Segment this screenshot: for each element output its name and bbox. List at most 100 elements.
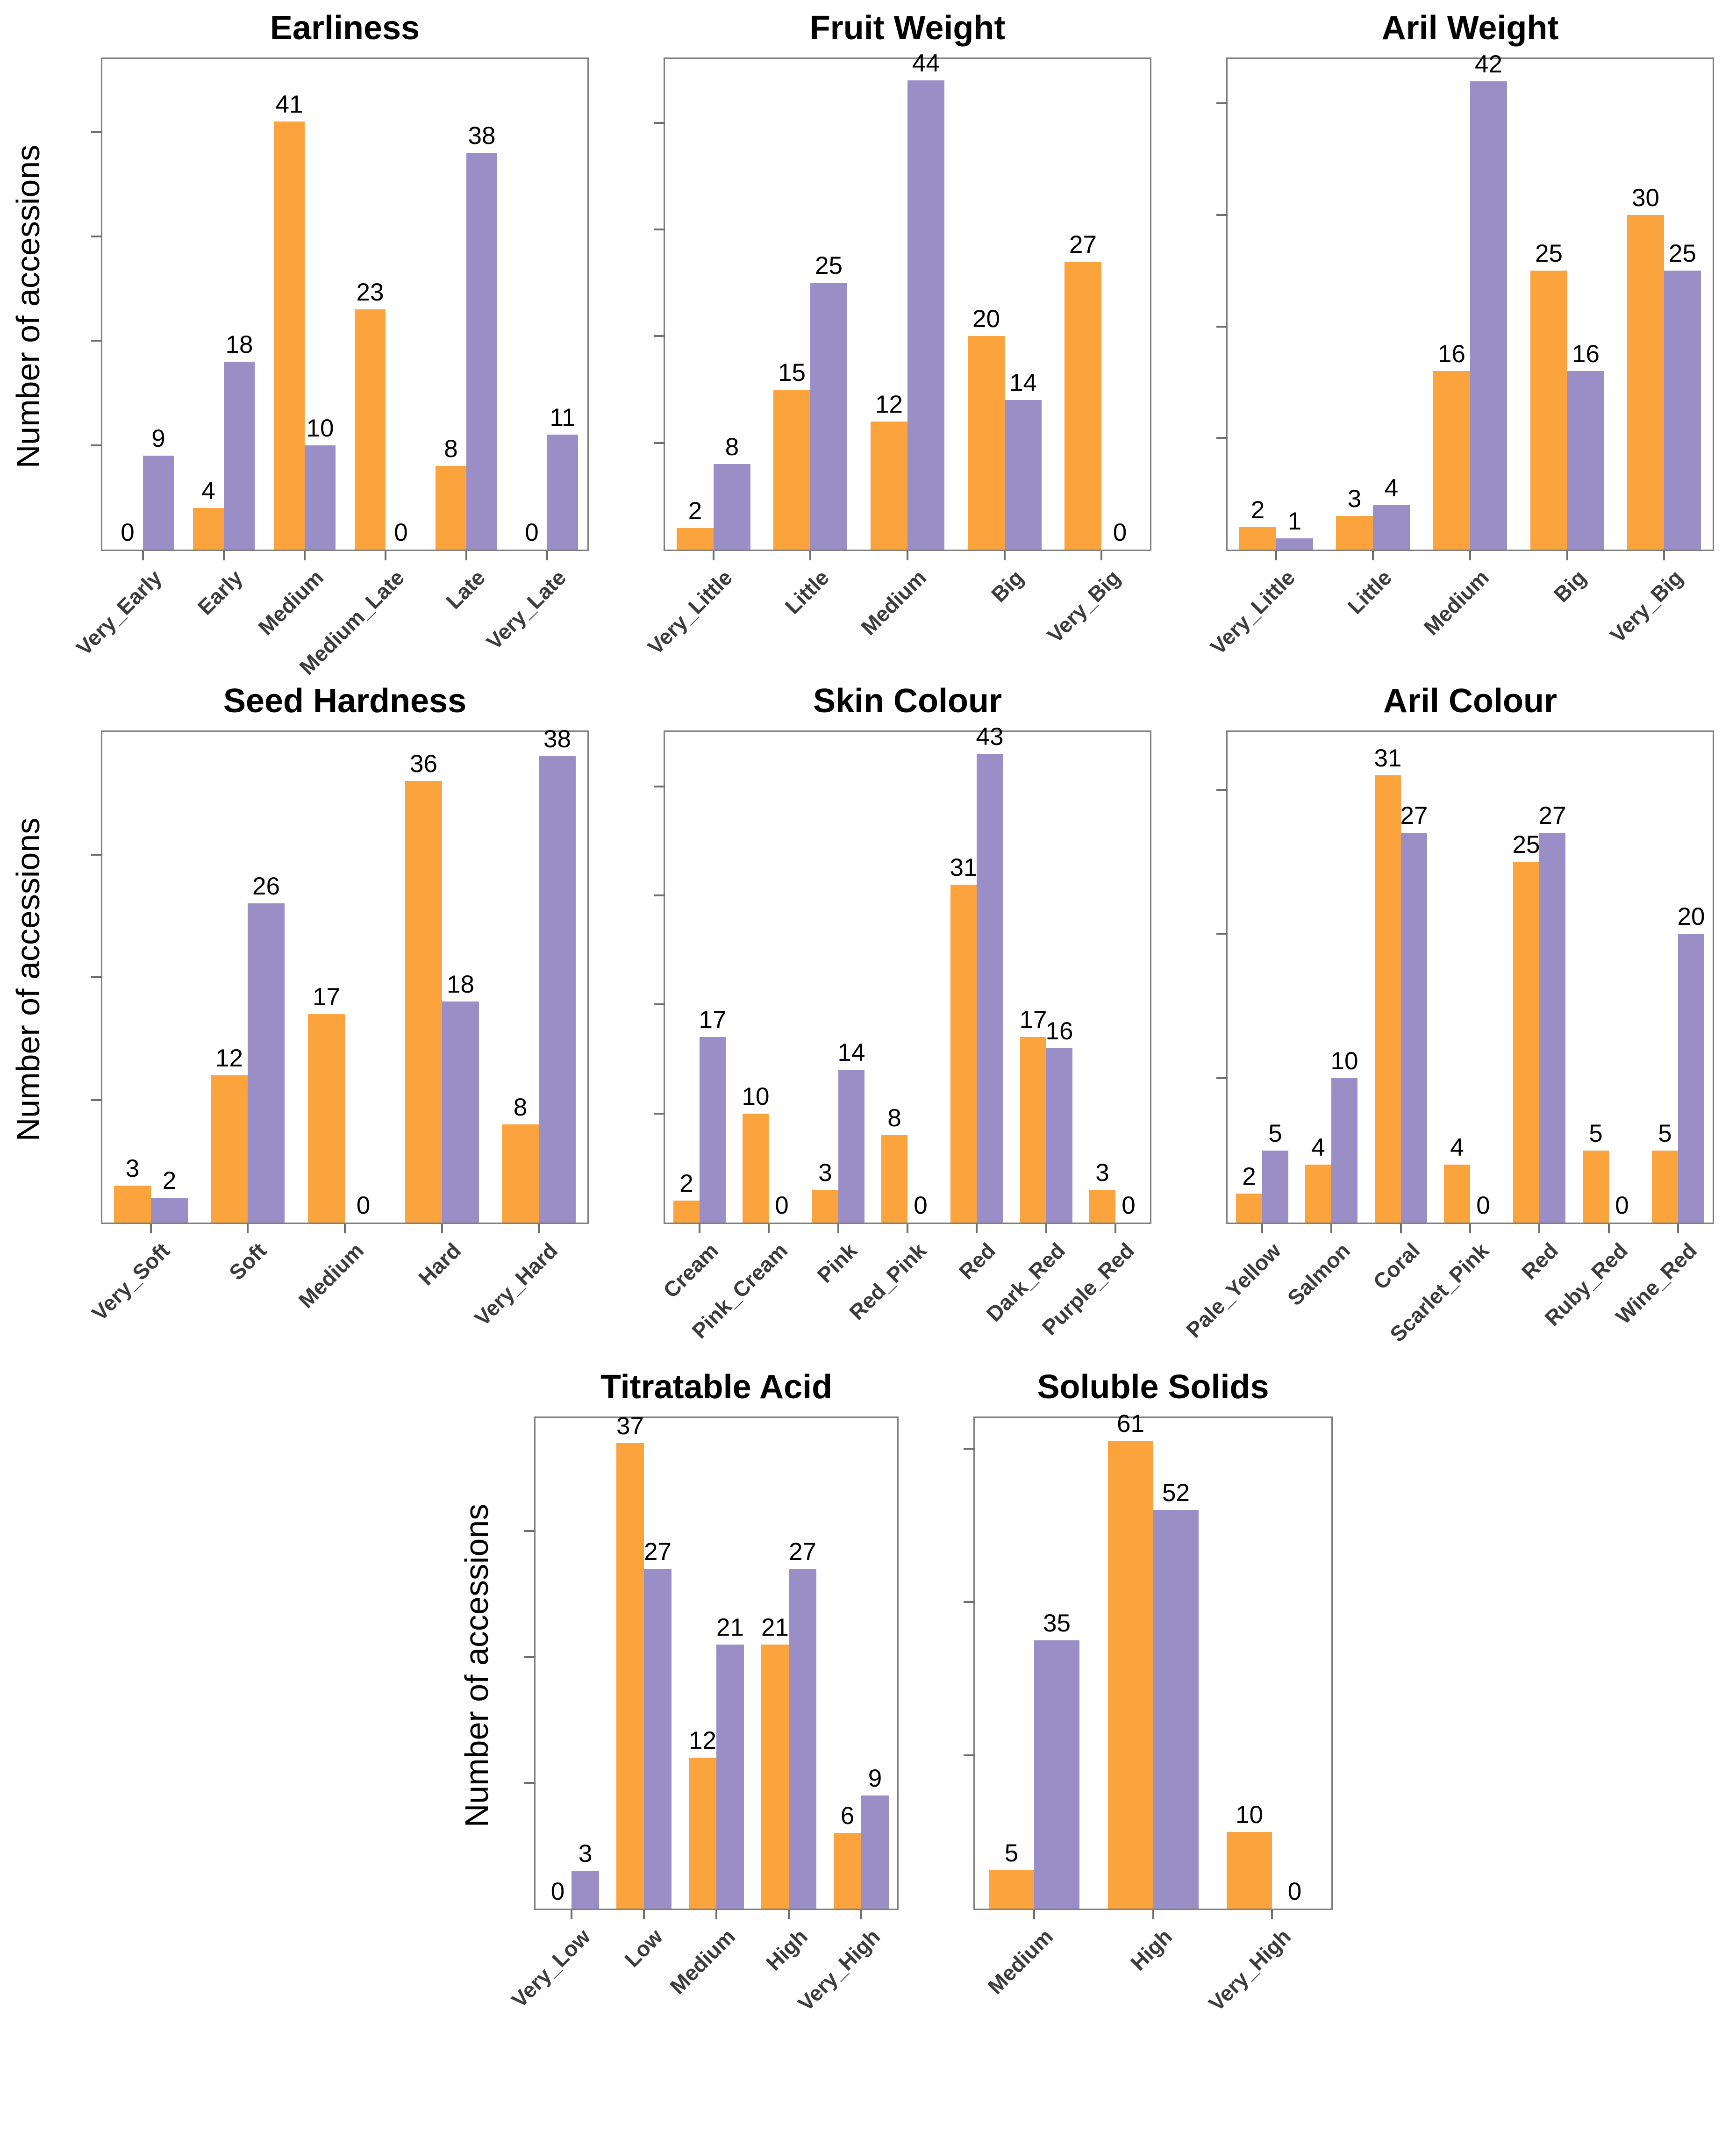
x-tick (150, 1224, 152, 1233)
bar-purple (838, 1070, 864, 1223)
bar-orange (193, 508, 224, 550)
x-tick (1275, 551, 1277, 560)
y-tick (654, 335, 665, 337)
x-tick (1114, 1224, 1116, 1233)
chart-title: Fruit Weight (810, 9, 1006, 47)
y-tick (524, 1656, 536, 1658)
x-tick (1663, 551, 1665, 560)
bar-orange (1236, 1194, 1262, 1223)
bar-purple (539, 756, 576, 1223)
x-tick (1400, 1224, 1402, 1233)
bar-orange (673, 1201, 700, 1223)
x-tick (907, 1224, 908, 1233)
y-tick (1216, 1077, 1228, 1079)
bar-value-label: 14 (967, 371, 1079, 395)
bar-orange (211, 1075, 248, 1223)
chart-title: Soluble Solids (1037, 1368, 1269, 1406)
x-tick (1677, 1224, 1679, 1233)
x-tick-label: High (955, 1924, 1176, 2146)
bar-value-label: 16 (1003, 1019, 1115, 1044)
chart-title: Aril Colour (1383, 682, 1557, 720)
bar-orange (761, 1645, 789, 1909)
bar-purple (789, 1569, 816, 1909)
y-tick (1216, 214, 1228, 216)
x-tick (768, 1224, 770, 1233)
bar-value-label: 4 (1336, 476, 1448, 501)
chart-title: Skin Colour (813, 682, 1002, 720)
x-tick (860, 1910, 862, 1919)
bar-orange (950, 885, 977, 1223)
bar-value-label: 25 (1470, 832, 1582, 857)
y-axis-label-row2: Number of accessions (9, 722, 47, 1237)
y-tick (524, 1782, 536, 1784)
x-tick (1271, 1910, 1273, 1919)
bar-value-label: 25 (1627, 241, 1736, 266)
bar-value-label: 4 (1262, 1135, 1374, 1160)
x-tick (713, 551, 714, 560)
y-tick (964, 1448, 975, 1450)
bar-value-label: 9 (819, 1766, 931, 1791)
bar-value-label: 36 (368, 751, 480, 776)
x-tick (223, 551, 225, 560)
figure-canvas: { "figure": { "ylabel": "Number of acces… (0, 0, 1736, 2019)
bar-value-label: 20 (930, 307, 1043, 331)
bar-value-label: 27 (1358, 803, 1470, 828)
bar-orange (1652, 1151, 1678, 1223)
bar-purple (1046, 1048, 1072, 1223)
bar-orange (616, 1443, 644, 1909)
bar-purple (700, 1037, 726, 1223)
y-tick (964, 1754, 975, 1756)
bar-value-label: 4 (1401, 1135, 1513, 1160)
bar-value-label: 38 (426, 123, 538, 148)
bar-orange (1064, 262, 1101, 550)
y-tick (1216, 102, 1228, 104)
y-tick (91, 1099, 102, 1101)
bar-orange (502, 1124, 539, 1223)
x-tick (385, 551, 386, 560)
bar-purple (1567, 371, 1604, 550)
bar-purple (1401, 833, 1427, 1223)
bar-value-label: 16 (1530, 342, 1642, 366)
chart-title: Titratable Acid (600, 1368, 832, 1406)
bar-purple (1470, 81, 1507, 550)
y-tick (654, 786, 665, 787)
bar-value-label: 43 (934, 724, 1046, 749)
bar-value-label: 11 (507, 405, 619, 430)
bar-value-label: 2 (1193, 1164, 1305, 1189)
y-tick (654, 1113, 665, 1115)
x-tick (1566, 551, 1568, 560)
y-tick (654, 122, 665, 124)
bar-purple (1331, 1078, 1357, 1223)
bar-value-label: 3 (769, 1160, 881, 1185)
x-tick-label: Hard (243, 1238, 465, 1460)
bar-value-label: 1 (1239, 509, 1351, 534)
x-tick-label: Soft (50, 1238, 271, 1460)
x-tick (441, 1224, 443, 1233)
bar-orange (1530, 271, 1567, 550)
bar-value-label: 37 (574, 1414, 686, 1438)
bar-orange (405, 781, 442, 1223)
bar-purple (572, 1871, 599, 1909)
bar-value-label: 23 (314, 280, 426, 305)
x-tick (1608, 1224, 1610, 1233)
x-tick (571, 1910, 572, 1919)
y-tick (91, 340, 102, 342)
x-tick (1469, 1224, 1471, 1233)
x-tick (809, 551, 811, 560)
y-tick (1216, 437, 1228, 439)
bar-value-label: 8 (676, 435, 788, 459)
y-tick (1216, 789, 1228, 791)
bar-value-label: 31 (1332, 746, 1444, 771)
x-tick (699, 1224, 700, 1233)
y-tick (91, 131, 102, 133)
